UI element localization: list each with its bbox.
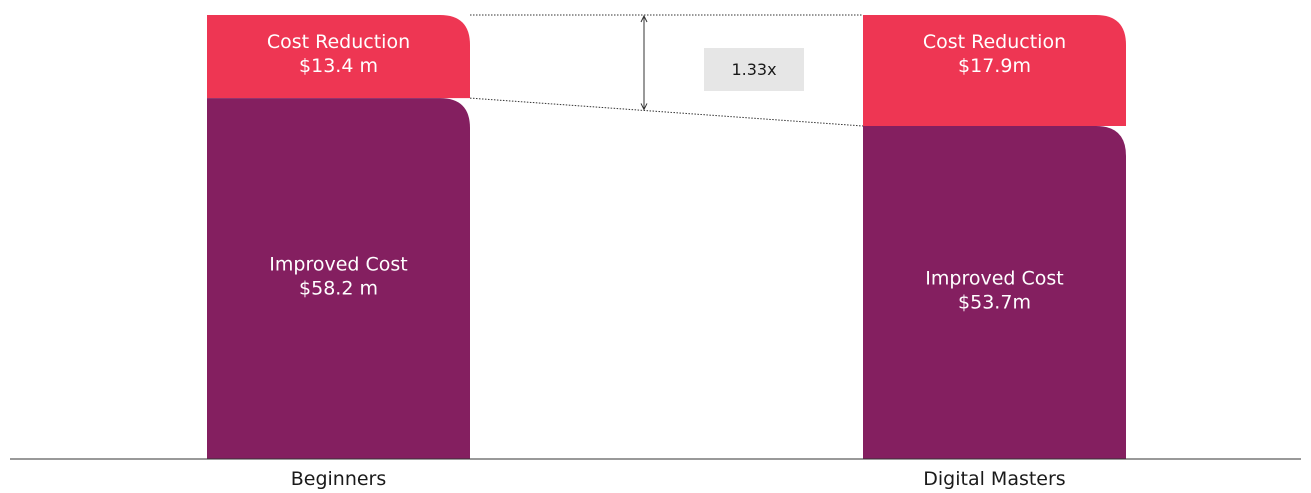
bar-cost-reduction-2 (863, 15, 1126, 126)
ratio-label: 1.33x (731, 60, 776, 79)
labels-layer: Improved Cost $58.2 m Cost Reduction $13.4 … (267, 31, 1066, 490)
label-cost-reduction-2: Cost Reduction $17.9m (923, 31, 1066, 77)
bar-improved-cost-1 (207, 98, 470, 459)
connector-lines (469, 14, 864, 127)
category-label-2: Digital Masters (923, 468, 1065, 490)
ratio-arrow-head-bottom (640, 103, 648, 111)
category-label-1: Beginners (291, 468, 387, 490)
bar-cost-reduction-1 (207, 15, 470, 99)
ratio-box (704, 48, 804, 91)
label-cost-reduction-1: Cost Reduction $13.4 m (267, 31, 410, 77)
ratio-arrow-head-top (640, 14, 648, 23)
bars-layer (207, 15, 1126, 459)
label-improved-cost-1: Improved Cost $58.2 m (269, 254, 407, 300)
label-improved-cost-2: Improved Cost $53.7m (925, 268, 1063, 314)
connector-bottom-dotted (469, 97, 864, 127)
bar-improved-cost-2 (863, 126, 1126, 459)
